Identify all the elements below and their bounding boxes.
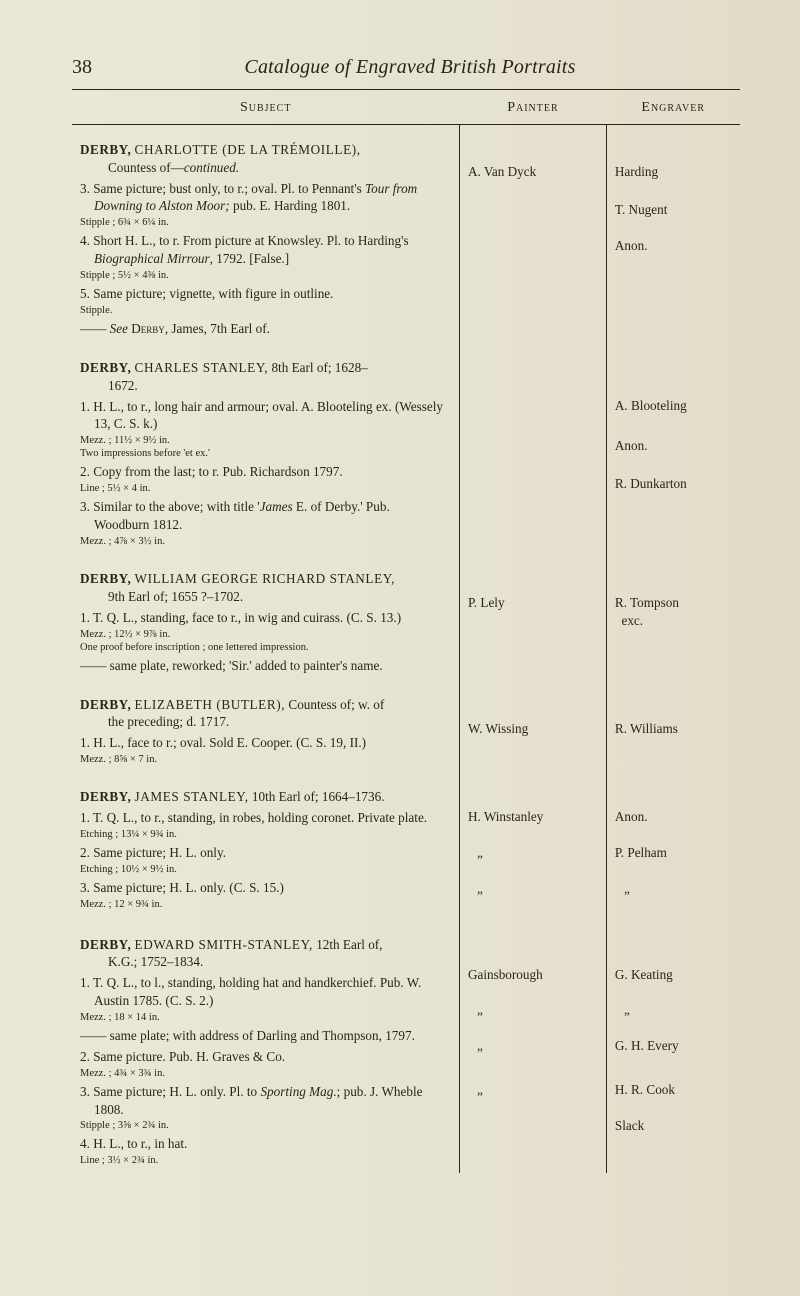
painter-line: W. Wissing <box>468 720 598 738</box>
col-subject: Subject <box>72 90 459 125</box>
engraver-cell: R. Tompson exc. <box>606 554 740 680</box>
painter-cell: P. Lely <box>459 554 606 680</box>
engraver-cell: Anon. P. Pelham „ <box>606 772 740 919</box>
painter-line: „ <box>468 1001 598 1019</box>
painter-line <box>468 425 598 443</box>
subject-cell: DERBY, CHARLOTTE (DE LA TRÉMOILLE),Count… <box>72 125 459 343</box>
engraver-line: R. Dunkarton <box>615 475 732 493</box>
painter-line: A. Van Dyck <box>468 163 598 181</box>
painter-cell: W. Wissing <box>459 680 606 773</box>
engraver-cell: R. Williams <box>606 680 740 773</box>
painter-line <box>468 237 598 255</box>
table-row: DERBY, EDWARD SMITH-STANLEY, 12th Earl o… <box>72 920 740 1174</box>
engraver-line: Anon. <box>615 237 732 255</box>
engraver-line: H. R. Cook <box>615 1081 732 1099</box>
engraver-cell: A. Blooteling Anon. R. Dunkarton <box>606 343 740 554</box>
running-title: Catalogue of Engraved British Portraits <box>120 56 700 79</box>
painter-line: „ <box>468 1037 598 1055</box>
painter-cell: A. Van Dyck <box>459 125 606 343</box>
engraver-cell: Harding T. Nugent Anon. <box>606 125 740 343</box>
painter-line: Gainsborough <box>468 966 598 984</box>
painter-line: „ <box>468 880 598 898</box>
table-row: DERBY, JAMES STANLEY, 10th Earl of; 1664… <box>72 772 740 919</box>
catalogue-table: Subject Painter Engraver DERBY, CHARLOTT… <box>72 90 740 1173</box>
painter-line: „ <box>468 844 598 862</box>
painter-cell: H. Winstanley „ „ <box>459 772 606 919</box>
painter-cell <box>459 343 606 554</box>
subject-cell: DERBY, CHARLES STANLEY, 8th Earl of; 162… <box>72 343 459 554</box>
table-row: DERBY, CHARLES STANLEY, 8th Earl of; 162… <box>72 343 740 554</box>
engraver-line: Harding <box>615 163 732 181</box>
running-head: 38 Catalogue of Engraved British Portrai… <box>72 56 740 79</box>
engraver-line: P. Pelham <box>615 844 732 862</box>
painter-line <box>468 353 598 371</box>
engraver-line: T. Nugent <box>615 201 732 219</box>
table-body: DERBY, CHARLOTTE (DE LA TRÉMOILLE),Count… <box>72 125 740 1174</box>
engraver-line: Anon. <box>615 808 732 826</box>
page-number: 38 <box>72 56 92 79</box>
painter-line: „ <box>468 1081 598 1099</box>
painter-line <box>468 389 598 407</box>
engraver-line: R. Tompson exc. <box>615 594 732 630</box>
engraver-line: A. Blooteling <box>615 397 732 415</box>
engraver-line: R. Williams <box>615 720 732 738</box>
engraver-line: „ <box>615 880 732 898</box>
subject-cell: DERBY, ELIZABETH (BUTLER), Countess of; … <box>72 680 459 773</box>
page: 38 Catalogue of Engraved British Portrai… <box>0 0 800 1296</box>
painter-line: H. Winstanley <box>468 808 598 826</box>
engraver-line: G. H. Every <box>615 1037 732 1055</box>
engraver-line: G. Keating <box>615 966 732 984</box>
subject-cell: DERBY, JAMES STANLEY, 10th Earl of; 1664… <box>72 772 459 919</box>
engraver-line: Slack <box>615 1117 732 1135</box>
table-row: DERBY, WILLIAM GEORGE RICHARD STANLEY,9t… <box>72 554 740 680</box>
subject-cell: DERBY, EDWARD SMITH-STANLEY, 12th Earl o… <box>72 920 459 1174</box>
engraver-cell: G. Keating „ G. H. Every H. R. Cook Slack <box>606 920 740 1174</box>
painter-line: P. Lely <box>468 594 598 612</box>
table-header-row: Subject Painter Engraver <box>72 90 740 125</box>
engraver-line: „ <box>615 1001 732 1019</box>
engraver-line: Anon. <box>615 437 732 455</box>
col-engraver: Engraver <box>606 90 740 125</box>
table-row: DERBY, ELIZABETH (BUTLER), Countess of; … <box>72 680 740 773</box>
subject-cell: DERBY, WILLIAM GEORGE RICHARD STANLEY,9t… <box>72 554 459 680</box>
painter-cell: Gainsborough „ „ „ <box>459 920 606 1174</box>
col-painter: Painter <box>459 90 606 125</box>
table-row: DERBY, CHARLOTTE (DE LA TRÉMOILLE),Count… <box>72 125 740 343</box>
painter-line <box>468 1117 598 1135</box>
painter-line <box>468 293 598 311</box>
